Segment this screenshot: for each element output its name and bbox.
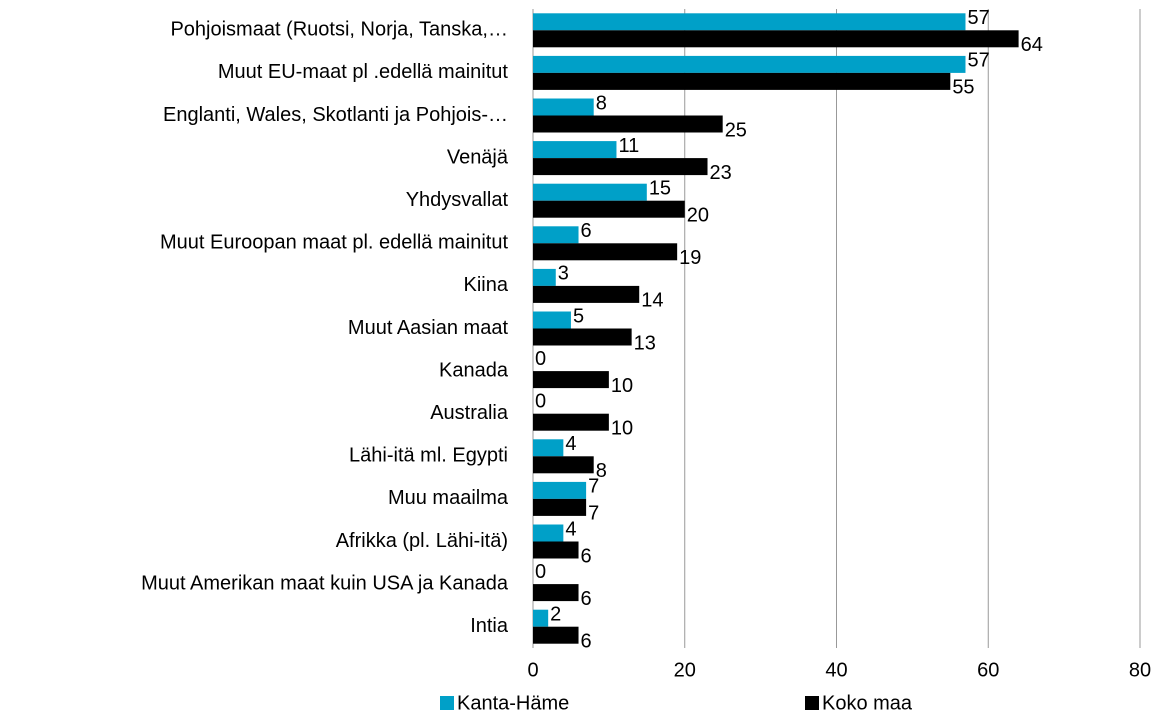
- x-tick-label: 60: [977, 659, 999, 681]
- y-tick-label: Venäjä: [447, 146, 509, 168]
- bar: [533, 13, 966, 31]
- legend-label: Kanta-Häme: [457, 692, 569, 714]
- bar: [533, 439, 564, 457]
- bar: [533, 456, 594, 474]
- bar: [533, 226, 579, 244]
- data-label: 4: [565, 433, 576, 455]
- bar: [533, 30, 1019, 48]
- y-tick-label: Muut Amerikan maat kuin USA ja Kanada: [141, 572, 509, 594]
- x-tick-label: 80: [1129, 659, 1151, 681]
- x-tick-label: 0: [527, 659, 538, 681]
- data-label: 10: [611, 417, 633, 439]
- bar: [533, 268, 556, 286]
- bar: [533, 98, 594, 116]
- bar: [533, 498, 587, 516]
- data-label: 6: [581, 588, 592, 610]
- bar: [533, 524, 564, 542]
- bar: [533, 413, 609, 431]
- legend-swatch: [440, 696, 454, 710]
- bar: [533, 609, 549, 627]
- data-label: 0: [535, 348, 546, 370]
- x-tick-label: 40: [825, 659, 847, 681]
- data-label: 8: [596, 460, 607, 482]
- bar: [533, 626, 579, 644]
- data-label: 0: [535, 390, 546, 412]
- bar: [533, 311, 571, 329]
- data-label: 55: [952, 77, 974, 99]
- data-label: 4: [565, 518, 576, 540]
- bar: [533, 541, 579, 559]
- y-tick-label: Muut Euroopan maat pl. edellä mainitut: [160, 232, 508, 254]
- data-label: 23: [710, 162, 732, 184]
- y-tick-label: Lähi-itä ml. Egypti: [349, 445, 508, 467]
- bar: [533, 55, 966, 73]
- legend-swatch: [805, 696, 819, 710]
- data-label: 64: [1021, 34, 1043, 56]
- y-tick-label: Afrikka (pl. Lähi-itä): [336, 530, 508, 552]
- x-tick-label: 20: [674, 659, 696, 681]
- y-tick-label: Kiina: [464, 274, 509, 296]
- bar: [533, 72, 951, 90]
- data-label: 25: [725, 119, 747, 141]
- data-label: 14: [641, 290, 663, 312]
- y-tick-label: Kanada: [439, 359, 509, 381]
- data-label: 6: [581, 630, 592, 652]
- data-label: 6: [581, 220, 592, 242]
- data-label: 6: [581, 545, 592, 567]
- bar: [533, 285, 640, 303]
- data-label: 2: [550, 603, 561, 625]
- bar: [533, 115, 723, 133]
- data-label: 7: [588, 476, 599, 498]
- data-label: 5: [573, 305, 584, 327]
- data-label: 8: [596, 92, 607, 114]
- data-label: 0: [535, 561, 546, 583]
- data-label: 10: [611, 375, 633, 397]
- bar: [533, 481, 587, 499]
- bar: [533, 371, 609, 389]
- y-tick-label: Yhdysvallat: [406, 189, 509, 211]
- bar: [533, 243, 678, 261]
- bar: [533, 183, 647, 201]
- bar: [533, 584, 579, 602]
- bar: [533, 328, 632, 346]
- y-tick-label: Pohjoismaat (Ruotsi, Norja, Tanska,…: [170, 19, 508, 41]
- data-label: 7: [588, 503, 599, 525]
- y-tick-label: Muut Aasian maat: [348, 317, 509, 339]
- y-tick-label: Intia: [470, 615, 509, 637]
- data-label: 57: [967, 7, 989, 29]
- data-label: 57: [967, 50, 989, 72]
- y-tick-label: Australia: [430, 402, 509, 424]
- data-label: 19: [679, 247, 701, 269]
- bar: [533, 200, 685, 218]
- y-tick-label: Englanti, Wales, Skotlanti ja Pohjois-…: [163, 104, 508, 126]
- y-tick-label: Muu maailma: [388, 487, 509, 509]
- data-label: 15: [649, 177, 671, 199]
- data-label: 3: [558, 263, 569, 285]
- legend-label: Koko maa: [822, 692, 913, 714]
- bar: [533, 141, 617, 159]
- data-label: 20: [687, 204, 709, 226]
- data-label: 11: [618, 135, 639, 157]
- bar: [533, 158, 708, 176]
- data-label: 13: [634, 332, 656, 354]
- y-tick-label: Muut EU-maat pl .edellä mainitut: [218, 61, 509, 83]
